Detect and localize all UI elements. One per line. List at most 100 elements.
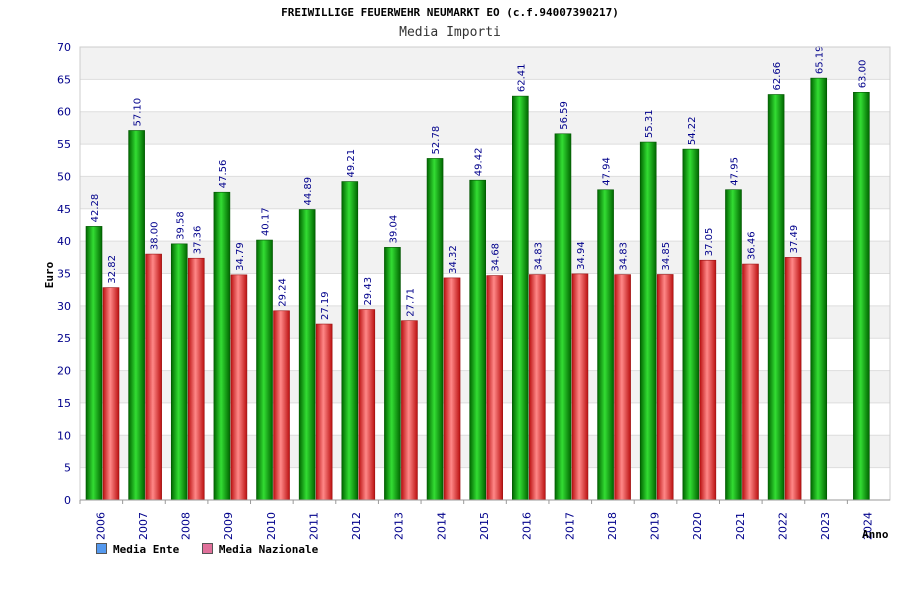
x-tick-label: 2006: [94, 512, 107, 540]
y-tick-label: 35: [57, 268, 71, 281]
data-label: 34.83: [619, 242, 630, 271]
bar-ente: [554, 133, 572, 501]
data-label: 47.94: [602, 157, 613, 186]
x-tick-label: 2022: [776, 512, 789, 540]
bar-nazionale: [571, 273, 589, 501]
y-tick-label: 65: [57, 73, 71, 86]
x-tick-label: 2017: [563, 512, 576, 540]
legend: Media Ente Media Nazionale: [96, 543, 334, 556]
bar-ente: [639, 141, 657, 501]
data-label: 55.31: [644, 109, 655, 138]
bar-nazionale: [401, 320, 418, 501]
legend-label-ente: Media Ente: [113, 543, 180, 556]
data-label: 29.24: [278, 278, 289, 307]
data-label: 56.59: [559, 101, 570, 130]
y-tick-label: 20: [57, 365, 71, 378]
bar-nazionale: [614, 274, 631, 501]
bar-nazionale: [656, 274, 674, 501]
x-tick-label: 2023: [819, 512, 832, 540]
data-label: 40.17: [261, 207, 272, 236]
data-label: 27.19: [320, 291, 331, 320]
legend-swatch-ente: [96, 543, 107, 554]
data-label: 62.66: [772, 62, 783, 91]
x-tick-label: 2009: [222, 512, 235, 540]
y-tick-label: 0: [64, 494, 71, 507]
bar-ente: [682, 148, 700, 501]
legend-item-ente: Media Ente: [96, 543, 179, 556]
x-tick-label: 2016: [521, 512, 534, 540]
bar-ente: [767, 94, 785, 501]
data-label: 49.42: [474, 148, 485, 177]
bar-ente: [213, 191, 231, 501]
bar-nazionale: [315, 323, 333, 501]
x-axis-label: Anno: [862, 528, 889, 541]
data-label: 27.71: [405, 288, 416, 317]
grid-band: [80, 47, 890, 80]
bar-nazionale: [486, 275, 503, 501]
legend-swatch-nazionale: [201, 543, 213, 554]
y-tick-label: 10: [57, 429, 71, 442]
data-label: 32.82: [107, 255, 118, 284]
data-label: 52.78: [431, 126, 442, 155]
bar-ente: [810, 77, 828, 501]
legend-label-nazionale: Media Nazionale: [218, 543, 319, 556]
x-tick-label: 2013: [393, 512, 406, 540]
bar-ente: [725, 189, 742, 501]
bar-ente: [170, 243, 188, 501]
data-label: 62.41: [516, 63, 527, 92]
chart-title: FREIWILLIGE FEUERWEHR NEUMARKT EO (c.f.9…: [281, 6, 619, 19]
data-label: 37.49: [789, 225, 800, 254]
bar-ente: [384, 247, 401, 501]
bar-nazionale: [443, 277, 461, 501]
data-label: 54.22: [687, 116, 698, 145]
bar-ente: [853, 92, 870, 501]
y-tick-label: 5: [64, 462, 71, 475]
x-tick-label: 2012: [350, 512, 363, 540]
data-label: 63.00: [857, 60, 868, 89]
data-label: 38.00: [150, 221, 161, 250]
bar-nazionale: [145, 253, 162, 501]
bar-nazionale: [102, 287, 120, 501]
bar-nazionale: [699, 259, 717, 501]
x-tick-label: 2024: [862, 512, 875, 540]
axes: 0 5 10 15 20 25 30 35 40 45 50 55 60 65 70 2006 2007 2008…: [57, 41, 891, 540]
x-tick-label: 2018: [606, 512, 619, 540]
bar-ente: [298, 209, 316, 501]
y-tick-label: 50: [57, 170, 71, 183]
bar-ente: [597, 189, 614, 501]
bar-ente: [85, 226, 103, 501]
data-label: 65.19: [815, 45, 826, 74]
chart-subtitle: Media Importi: [399, 25, 501, 40]
y-tick-label: 30: [57, 300, 71, 313]
data-label: 42.28: [90, 194, 101, 223]
bar-nazionale: [273, 310, 290, 501]
bar-ente: [341, 181, 359, 501]
value-labels: 42.28 32.82 57.10 38.00 39.58 37.36 47.56 34.79…: [90, 45, 868, 320]
data-label: 34.83: [533, 242, 544, 271]
bar-nazionale: [187, 257, 205, 501]
x-tick-label: 2008: [180, 512, 193, 540]
data-label: 37.05: [704, 228, 715, 257]
data-label: 47.56: [218, 160, 229, 189]
data-label: 39.58: [175, 211, 186, 240]
data-label: 29.43: [363, 277, 374, 306]
y-tick-label: 40: [57, 235, 71, 248]
y-axis-label: Euro: [43, 261, 56, 288]
data-label: 34.32: [448, 245, 459, 274]
bar-ente: [469, 179, 486, 501]
y-tick-label: 25: [57, 332, 71, 345]
data-label: 34.79: [235, 242, 246, 271]
x-tick-label: 2015: [478, 512, 491, 540]
bar-ente: [426, 158, 444, 501]
data-label: 34.94: [576, 241, 587, 270]
bars: [85, 77, 870, 501]
data-label: 39.04: [388, 215, 399, 244]
y-tick-label: 70: [57, 41, 71, 54]
bar-nazionale: [230, 274, 248, 501]
bar-ente: [256, 239, 273, 501]
y-tick-label: 15: [57, 397, 71, 410]
bar-ente: [512, 95, 529, 501]
bar-nazionale: [358, 309, 376, 501]
data-label: 34.85: [661, 242, 672, 271]
